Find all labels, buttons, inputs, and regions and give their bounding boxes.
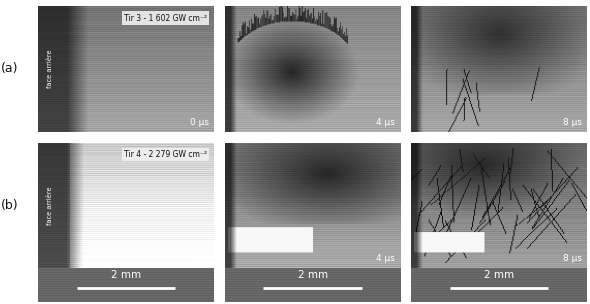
Text: (b): (b) <box>1 199 19 212</box>
Text: 8 μs: 8 μs <box>563 118 582 127</box>
Text: 0 μs: 0 μs <box>190 254 209 263</box>
Text: 2 mm: 2 mm <box>484 270 514 280</box>
Text: 0 μs: 0 μs <box>190 118 209 127</box>
Text: 8 μs: 8 μs <box>563 254 582 263</box>
Text: (a): (a) <box>1 63 19 75</box>
Text: 2 mm: 2 mm <box>297 270 328 280</box>
Text: 4 μs: 4 μs <box>376 254 395 263</box>
Text: Tir 4 - 2 279 GW cm⁻²: Tir 4 - 2 279 GW cm⁻² <box>124 150 207 159</box>
Text: Tir 3 - 1 602 GW cm⁻²: Tir 3 - 1 602 GW cm⁻² <box>124 14 207 22</box>
Text: 2 mm: 2 mm <box>111 270 142 280</box>
Text: face arrière: face arrière <box>47 50 53 88</box>
Text: face arrière: face arrière <box>47 186 53 225</box>
Text: 4 μs: 4 μs <box>376 118 395 127</box>
